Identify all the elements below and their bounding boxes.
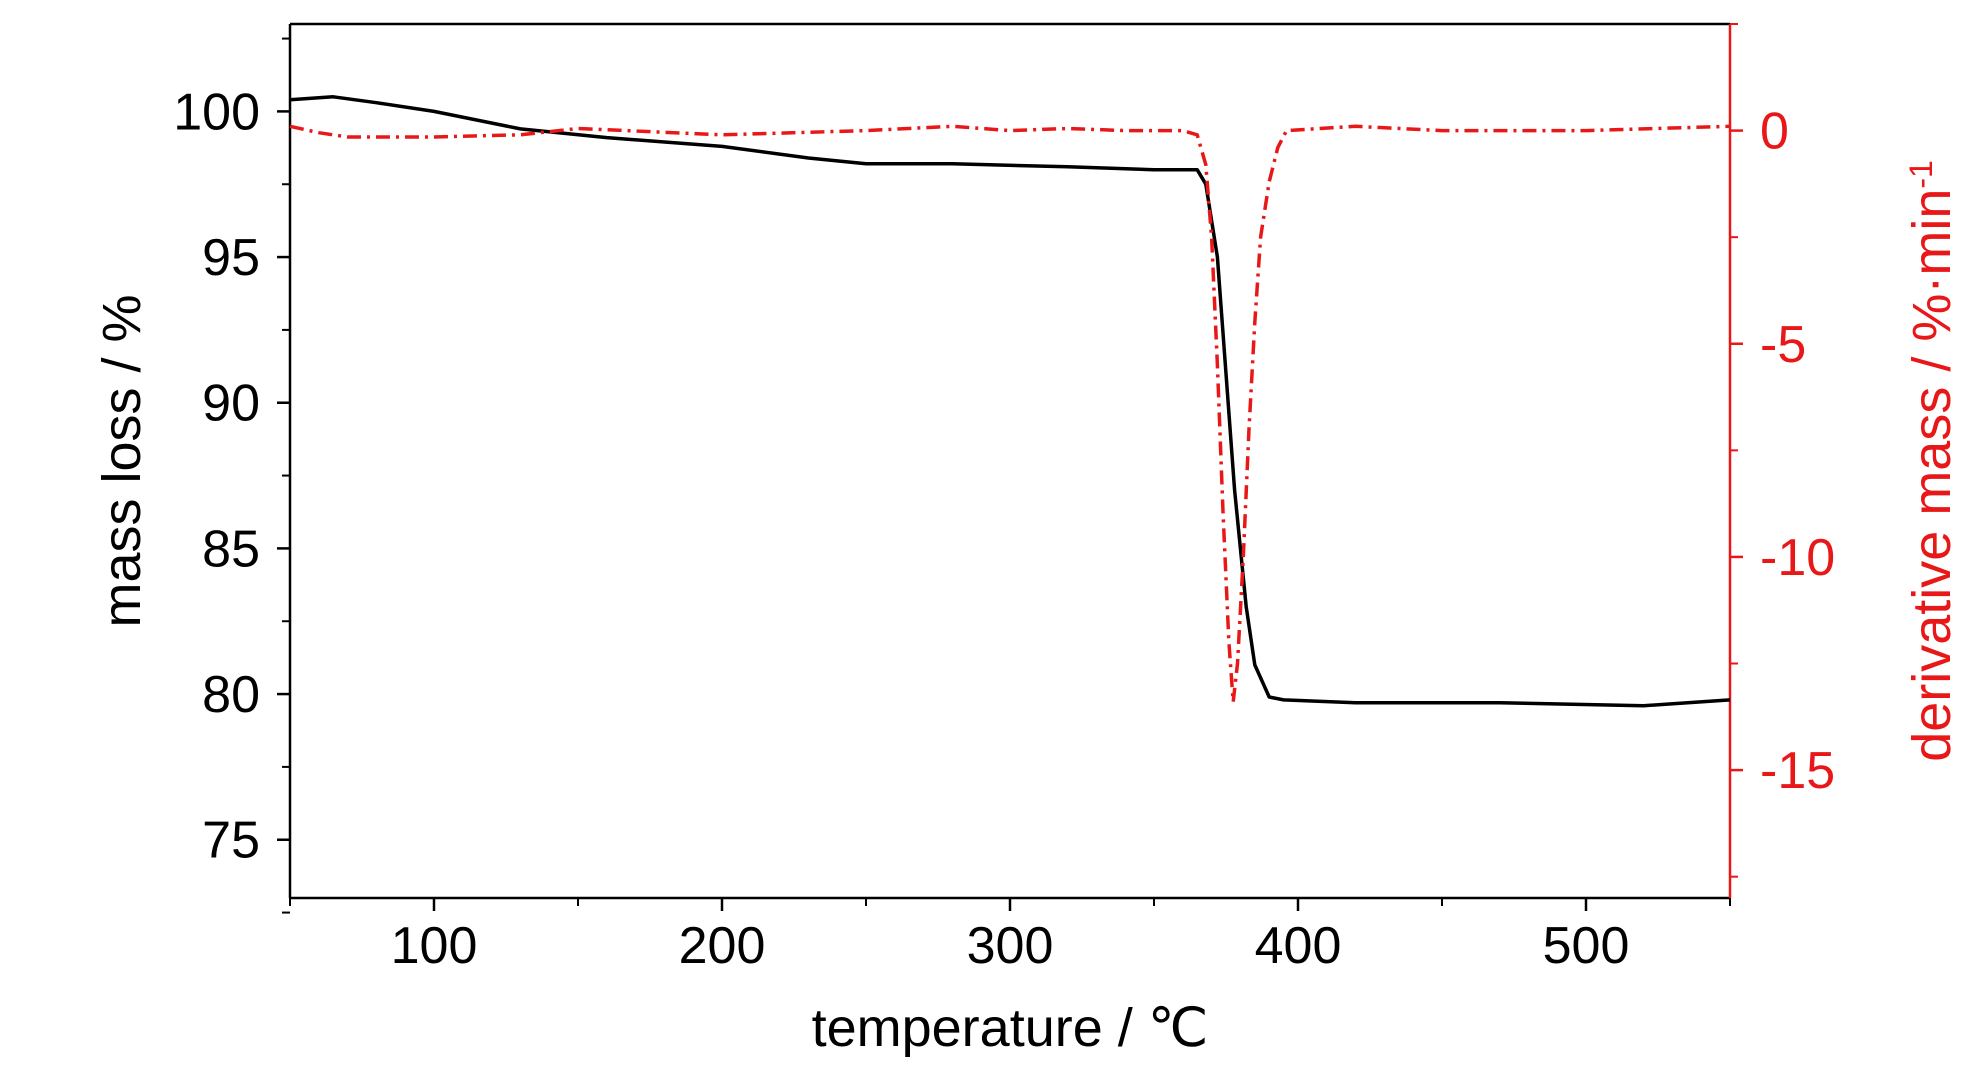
- x-tick-label: 400: [1255, 917, 1342, 975]
- y-left-axis-title: mass loss / %: [92, 294, 152, 627]
- x-tick-label: 100: [391, 917, 478, 975]
- y-right-tick-label: -5: [1760, 316, 1806, 374]
- y-right-tick-label: -10: [1760, 529, 1835, 587]
- x-tick-label: 500: [1543, 917, 1630, 975]
- derivative-mass-series-line: [289, 124, 1731, 704]
- x-tick-label: 200: [679, 917, 766, 975]
- y-left-tick-label: 90: [202, 375, 260, 433]
- y-left-tick-label: 75: [202, 812, 260, 870]
- y-left-tick-label: 85: [202, 520, 260, 578]
- x-axis-title: temperature / ℃: [812, 998, 1209, 1058]
- y-left-tick-label: 95: [202, 229, 260, 287]
- y-left-tick-label: 80: [202, 666, 260, 724]
- y-right-axis-title-superscript: -1: [1903, 160, 1939, 188]
- y-left-tick-label: 100: [173, 83, 260, 141]
- mass-loss-series-line: [289, 95, 1731, 708]
- y-right-tick-label: -15: [1760, 742, 1835, 800]
- y-right-tick-label: 0: [1760, 103, 1789, 161]
- y-right-axis-title: derivative mass / %·min-1: [1902, 160, 1962, 762]
- x-tick-label: 300: [967, 917, 1054, 975]
